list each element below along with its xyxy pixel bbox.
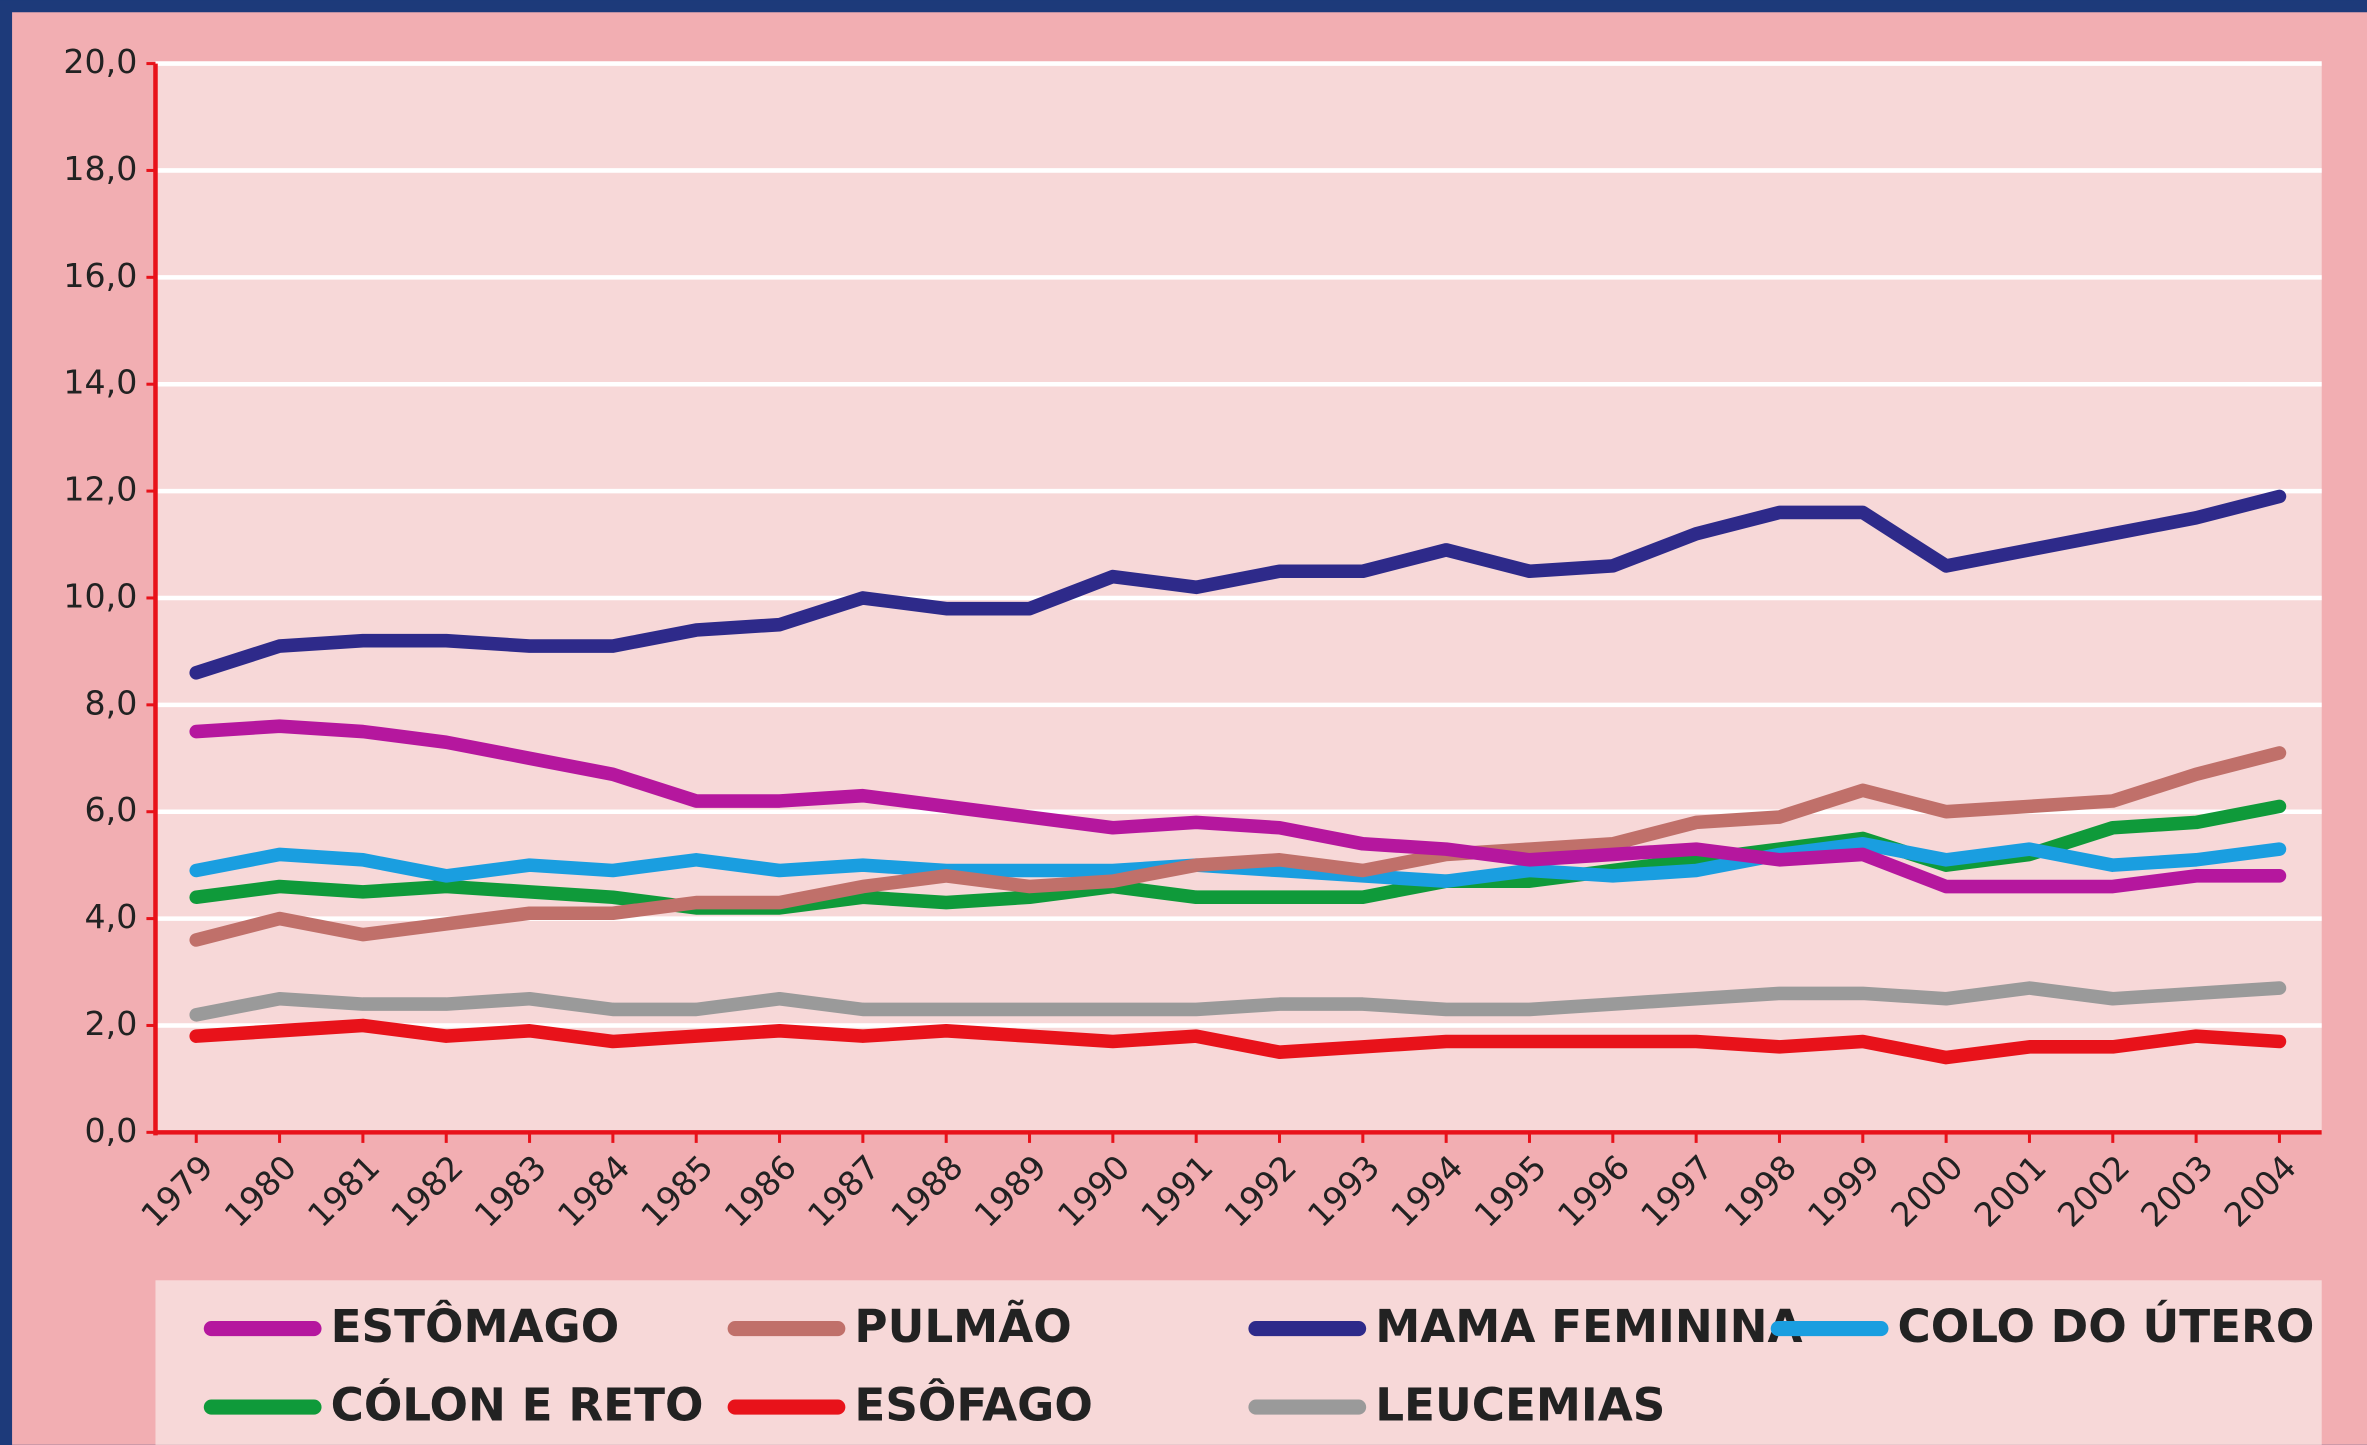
legend-box: [155, 1280, 2322, 1445]
y-tick-label: 18,0: [63, 149, 137, 188]
legend-label: ESÔFAGO: [854, 1379, 1092, 1432]
series-line: [189, 489, 2287, 680]
legend-label: COLO DO ÚTERO: [1898, 1300, 2315, 1353]
series-line: [189, 746, 2287, 947]
legend-label: MAMA FEMININA: [1375, 1300, 1802, 1353]
series-line: [189, 719, 2287, 894]
y-tick-label: 8,0: [85, 683, 138, 722]
y-tick-label: 14,0: [63, 363, 137, 402]
legend-label: CÓLON E RETO: [331, 1379, 704, 1432]
y-tick-label: 10,0: [63, 576, 137, 615]
y-tick-label: 4,0: [85, 897, 138, 936]
series-line: [189, 981, 2287, 1022]
y-tick-label: 12,0: [63, 470, 137, 509]
series-line: [189, 1018, 2287, 1065]
y-tick-label: 0,0: [85, 1111, 138, 1150]
y-tick-label: 2,0: [85, 1004, 138, 1043]
legend-label: LEUCEMIAS: [1375, 1379, 1665, 1432]
legend-label: PULMÃO: [854, 1300, 1071, 1353]
y-tick-label: 20,0: [63, 42, 137, 81]
y-tick-label: 6,0: [85, 790, 138, 829]
legend-label: ESTÔMAGO: [331, 1300, 620, 1353]
y-tick-label: 16,0: [63, 256, 137, 295]
